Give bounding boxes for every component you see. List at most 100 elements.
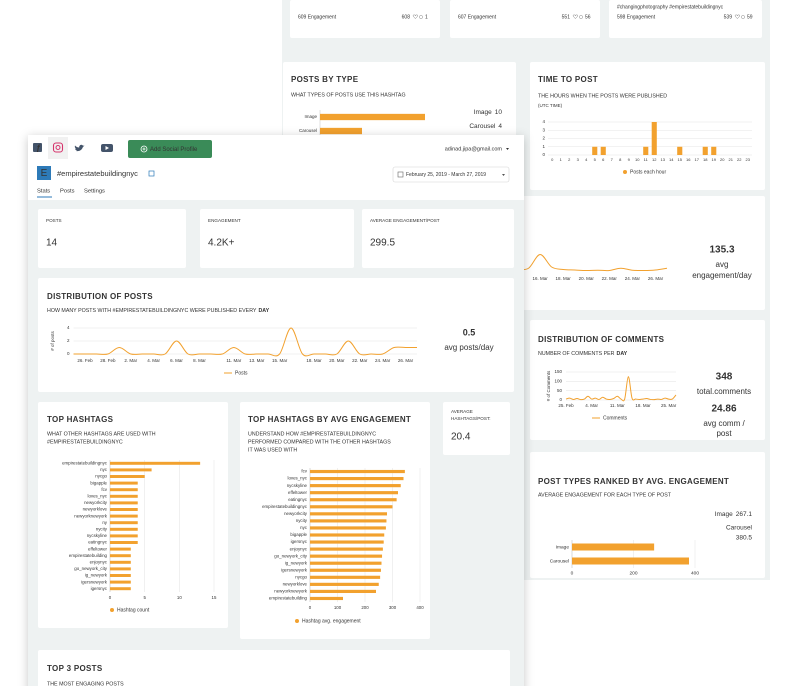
category-label: nycskyline <box>87 533 108 538</box>
bar <box>310 526 386 530</box>
card-title: DISTRIBUTION OF COMMENTS <box>538 335 665 344</box>
y-tick-label: 2 <box>67 338 70 343</box>
stat-value: 4.2K+ <box>208 238 235 249</box>
bar <box>110 567 131 571</box>
profile-name: #empirestatebuildingnyc <box>57 169 138 178</box>
subtitle-text: HOW MANY POSTS WITH #EMPIRESTATEBUILDING… <box>47 308 257 314</box>
bar <box>110 461 201 465</box>
card <box>200 209 354 268</box>
x-tick-label: 16 <box>686 157 691 162</box>
card-subtitle: PERFORMED COMPARED WITH THE OTHER HASHTA… <box>248 439 391 445</box>
category-label: newyorknewyork <box>74 513 108 518</box>
tab[interactable]: Posts <box>60 189 75 195</box>
total-label: total.comments <box>697 387 751 396</box>
bar <box>310 519 387 523</box>
bar <box>110 521 138 525</box>
bar <box>320 113 425 121</box>
date-picker[interactable] <box>392 166 510 183</box>
add-profile-button[interactable] <box>128 140 212 158</box>
bar <box>110 534 138 538</box>
date-range: February 25, 2019 - March 27, 2019 <box>406 172 486 178</box>
x-tick-label: 7 <box>611 157 614 162</box>
card-title: TOP HASHTAGS <box>47 415 114 424</box>
user-email[interactable]: adinad.jipa@gmail.com <box>445 146 503 152</box>
comment-icon <box>741 15 745 19</box>
avg-value: 24.86 <box>711 404 736 415</box>
category-label: empirestatebuildingnyc <box>262 504 308 509</box>
tab[interactable]: Settings <box>84 189 105 195</box>
tab[interactable]: Stats <box>37 189 50 195</box>
plus-icon <box>140 145 148 153</box>
legend-marker <box>110 608 114 612</box>
bar <box>110 475 145 478</box>
x-tick-label: 5 <box>143 595 146 600</box>
x-tick-label: 10 <box>635 157 640 162</box>
y-tick-label: 0 <box>542 152 545 157</box>
category-label: fcv <box>101 487 107 492</box>
link-icon <box>148 170 155 177</box>
category-label: igersnyc <box>91 586 108 591</box>
y-tick-label: 1 <box>542 144 545 149</box>
instagram-lens <box>55 145 61 150</box>
card <box>530 320 765 440</box>
category-label: nycskyline <box>287 483 308 488</box>
category-label: newyorklove <box>283 582 308 587</box>
bar <box>110 508 138 511</box>
stat-label: HASHTAGS/POST: <box>451 416 490 421</box>
card-subtitle: NUMBER OF COMMENTS PER DAY <box>538 351 628 357</box>
card-subtitle: WHAT OTHER HASHTAGS ARE USED WITH <box>47 431 156 437</box>
x-tick-label: 28. Feb <box>100 358 116 363</box>
bar <box>310 469 405 474</box>
x-tick-label: 20. Mar <box>329 358 345 363</box>
type-value: 10 <box>495 109 503 116</box>
bar <box>677 146 683 155</box>
category-label: igersnewyork <box>281 567 308 572</box>
card-subtitle: AVERAGE ENGAGEMENT FOR EACH TYPE OF POST <box>538 492 672 498</box>
x-tick-label: 23 <box>746 157 751 162</box>
y-tick-label: 150 <box>554 369 562 374</box>
x-tick-label: 8 <box>619 157 622 162</box>
bar <box>110 481 138 485</box>
category-label: effeltower <box>288 490 307 495</box>
twitter-icon <box>74 144 85 152</box>
category-label: enjoynyc <box>90 559 108 564</box>
category-label: nycity <box>96 526 108 531</box>
add-profile-label: Add Social Profile <box>150 147 198 153</box>
legend-label: Posts <box>235 370 248 376</box>
bar <box>110 574 131 577</box>
type-name: Image <box>474 109 492 116</box>
category-label: ig_newyork <box>85 573 108 578</box>
bar <box>572 543 655 551</box>
series-line <box>73 327 417 357</box>
post-comments: 1 <box>425 14 428 20</box>
instagram-tab[interactable] <box>48 137 68 159</box>
x-tick-label: 26. Feb <box>77 358 93 363</box>
subtitle-text: NUMBER OF COMMENTS PER <box>538 351 615 357</box>
category-label: go_newyork_city <box>74 566 108 571</box>
card <box>450 0 600 38</box>
y-tick-label: 0 <box>559 397 562 402</box>
type-summary: Carousel 4 <box>469 123 502 130</box>
avg-label: engagement/day <box>692 271 752 280</box>
category-label: nycgo <box>295 574 307 579</box>
category-label: empirestatebuilding <box>269 596 308 601</box>
post-engagement: 598 Engagement <box>617 14 656 20</box>
avg-value: 135.3 <box>709 245 734 256</box>
bar <box>310 568 381 572</box>
x-tick-label: 5 <box>594 157 597 162</box>
x-tick-label: 0 <box>571 570 574 576</box>
instagram-icon <box>52 142 64 153</box>
category-label: Image <box>304 114 317 119</box>
legend-label: Hashtag count <box>117 607 150 613</box>
x-tick-label: 1 <box>560 157 563 162</box>
x-tick-label: 400 <box>691 570 699 576</box>
card <box>38 650 510 686</box>
legend-marker <box>623 170 627 174</box>
card <box>38 278 514 392</box>
x-tick-label: 6 <box>602 157 605 162</box>
youtube-play <box>105 146 109 150</box>
x-tick-label: 3 <box>577 157 580 162</box>
avg-label: avg comm / <box>703 419 745 428</box>
card-subtitle: THE MOST ENGAGING POSTS <box>47 681 124 686</box>
